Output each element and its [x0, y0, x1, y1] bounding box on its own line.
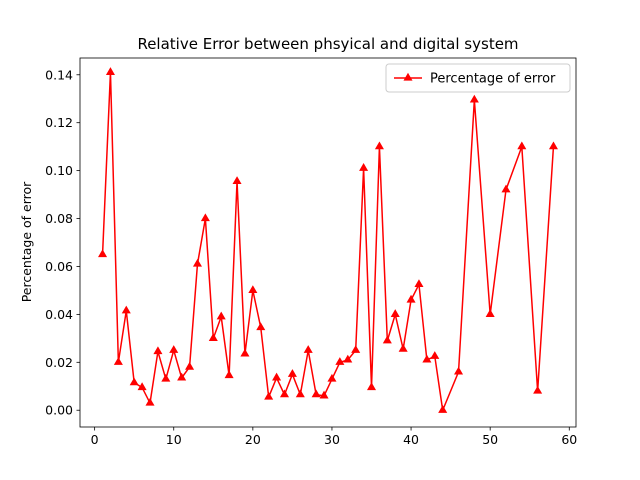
x-tick-label: 20	[245, 432, 261, 447]
y-tick-label: 0.14	[45, 67, 73, 82]
y-tick-label: 0.00	[45, 403, 73, 418]
y-tick-label: 0.06	[45, 259, 73, 274]
data-point	[485, 309, 495, 317]
data-point	[343, 354, 353, 363]
axes: 0 10 20 30 40 50 60 0.00 0.02 0.04 0.06 0.08 0.10 0.1…	[45, 57, 577, 447]
y-tick-label: 0.02	[45, 355, 73, 370]
data-point	[137, 382, 147, 391]
data-point	[169, 345, 179, 353]
data-point	[517, 141, 527, 150]
x-tick-label: 0	[91, 432, 99, 447]
data-point	[382, 335, 392, 344]
data-point	[414, 279, 424, 288]
y-axis-title: Percentage of error	[19, 181, 34, 302]
data-point	[469, 94, 479, 103]
data-point	[279, 389, 290, 398]
y-tick-label: 0.04	[45, 307, 73, 322]
data-point	[264, 391, 274, 400]
data-point	[351, 345, 361, 353]
data-point	[438, 405, 448, 413]
y-tick-label: 0.10	[45, 163, 73, 178]
data-point	[319, 390, 329, 399]
data-point	[335, 357, 345, 365]
data-point	[422, 354, 432, 363]
data-point	[366, 382, 377, 391]
data-point	[224, 370, 234, 379]
data-point	[121, 305, 131, 314]
data-point	[240, 348, 250, 357]
data-point	[177, 372, 187, 381]
legend-label: Percentage of error	[430, 72, 556, 87]
data-point	[208, 333, 218, 341]
data-point	[248, 285, 258, 294]
y-tick-label: 0.12	[45, 115, 73, 130]
axes-frame	[79, 57, 577, 428]
data-point	[200, 213, 210, 222]
chart-title: Relative Error between phsyical and digi…	[137, 35, 518, 53]
legend-marker	[403, 72, 413, 81]
data-point	[153, 346, 163, 355]
data-point	[406, 294, 416, 303]
x-tick-label: 10	[166, 432, 182, 447]
x-tick-label: 40	[403, 432, 419, 447]
data-point	[145, 397, 155, 406]
data-point	[454, 366, 464, 375]
x-tick-label: 30	[324, 432, 340, 447]
y-tick-label: 0.08	[45, 211, 73, 226]
data-point	[311, 389, 321, 398]
data-point	[256, 322, 266, 331]
data-point	[272, 372, 282, 381]
data-point	[295, 389, 305, 398]
data-point	[533, 385, 543, 394]
plot-area	[98, 67, 558, 413]
legend: Percentage of error	[385, 63, 571, 93]
data-point	[303, 345, 313, 353]
data-point	[185, 361, 195, 370]
x-tick-label: 50	[482, 432, 498, 447]
data-point	[216, 311, 226, 320]
data-point	[161, 373, 171, 382]
data-point	[390, 309, 400, 317]
data-point	[501, 184, 511, 193]
data-point	[113, 357, 123, 365]
data-point	[548, 141, 558, 150]
data-point	[430, 351, 440, 359]
data-point	[192, 258, 202, 267]
x-tick-label: 60	[561, 432, 577, 447]
data-point	[398, 343, 408, 352]
data-point	[232, 176, 242, 184]
data-point	[105, 67, 115, 75]
data-point	[359, 163, 369, 171]
data-point	[327, 373, 337, 382]
legend-box	[385, 63, 571, 93]
data-point	[374, 141, 384, 150]
series-line-0	[101, 71, 555, 411]
data-point	[129, 377, 139, 386]
data-point	[287, 369, 297, 377]
data-point	[98, 249, 108, 258]
